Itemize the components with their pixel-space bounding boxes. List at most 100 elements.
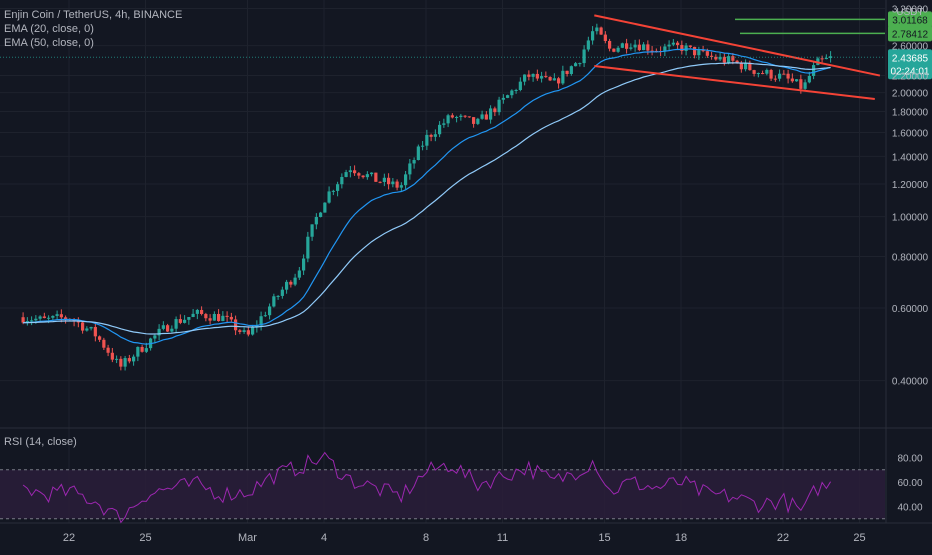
last-price-badge: [888, 49, 932, 80]
candle-body: [106, 347, 110, 353]
candle-body: [344, 172, 348, 177]
price-tick-label: 1.60000: [892, 129, 929, 140]
candle-body: [786, 73, 790, 79]
candle-body: [408, 163, 412, 175]
candle-body: [667, 44, 671, 47]
target-level-badge: [888, 11, 932, 28]
candle-body: [81, 322, 85, 331]
candle-body: [676, 42, 680, 46]
candle-body: [361, 175, 365, 178]
candle-body: [799, 79, 803, 89]
candle-body: [748, 62, 752, 71]
candle-body: [438, 124, 442, 135]
chart-title: Enjin Coin / TetherUS, 4h, BINANCE: [4, 9, 183, 21]
candle-body: [476, 118, 480, 124]
candle-body: [412, 160, 416, 164]
candle-body: [450, 115, 454, 118]
candle-body: [612, 48, 616, 52]
candle-body: [93, 327, 97, 337]
candle-body: [467, 116, 471, 118]
candle-body: [183, 319, 187, 323]
countdown-label: 02:24:01: [891, 66, 930, 77]
rsi-tick-label: 80.00: [897, 454, 922, 465]
candle-body: [616, 47, 620, 52]
candle-body: [64, 317, 68, 320]
candle-body: [633, 44, 637, 48]
candle-body: [336, 184, 340, 191]
time-tick-label: 4: [321, 532, 327, 544]
candle-body: [544, 76, 548, 78]
candle-body: [680, 45, 684, 51]
price-tick-label: 0.80000: [892, 253, 929, 264]
candle-body: [714, 56, 718, 60]
candle-body: [297, 270, 301, 278]
candle-body: [744, 62, 748, 70]
candle-body: [578, 63, 582, 65]
falling-wedge-bottom: [594, 65, 875, 100]
candle-body: [170, 328, 174, 332]
candle-body: [289, 281, 293, 285]
candle-body: [705, 51, 709, 56]
candle-body: [561, 70, 565, 84]
candle-body: [671, 42, 675, 45]
candle-body: [42, 316, 46, 319]
ema20-line: [23, 48, 831, 345]
candle-body: [174, 319, 178, 329]
candle-body: [599, 27, 603, 35]
candle-body: [807, 75, 811, 83]
candle-body: [153, 335, 157, 339]
rsi-tick-label: 60.00: [897, 478, 922, 489]
candle-body: [144, 348, 148, 352]
candle-body: [463, 115, 467, 117]
candle-body: [140, 346, 144, 352]
currency-label: USDT: [896, 7, 923, 18]
candle-body: [484, 114, 488, 120]
candle-body: [595, 27, 599, 32]
candle-body: [727, 56, 731, 63]
candle-body: [782, 73, 786, 75]
candle-body: [663, 46, 667, 52]
candle-body: [119, 358, 123, 367]
candle-body: [735, 60, 739, 63]
candle-body: [523, 74, 527, 82]
candle-body: [429, 134, 433, 137]
chart-legend: Enjin Coin / TetherUS, 4h, BINANCE EMA (…: [4, 8, 182, 50]
candle-body: [829, 56, 833, 58]
candle-body: [255, 325, 259, 328]
candle-body: [497, 99, 501, 113]
candle-body: [688, 45, 692, 47]
candle-body: [501, 97, 505, 100]
time-tick-label: 22: [63, 532, 75, 544]
candle-body: [259, 316, 263, 326]
candle-body: [756, 73, 760, 75]
candle-body: [293, 277, 297, 285]
price-tick-label: 0.40000: [892, 377, 929, 388]
candle-body: [752, 70, 756, 74]
candle-body: [157, 328, 161, 336]
price-tick-label: 2.60000: [892, 42, 929, 53]
price-tick-label: 1.40000: [892, 152, 929, 163]
candles: [21, 23, 833, 371]
time-tick-label: 22: [777, 532, 789, 544]
price-tick-label: 1.20000: [892, 180, 929, 191]
candle-body: [98, 336, 102, 340]
price-tick-label: 2.20000: [892, 72, 929, 83]
candle-body: [110, 352, 114, 360]
candle-body: [340, 176, 344, 185]
candle-body: [302, 258, 306, 271]
last-price-label: 2.43685: [892, 53, 929, 64]
candle-body: [251, 327, 255, 335]
candle-body: [221, 315, 225, 322]
price-tick-label: 1.00000: [892, 213, 929, 224]
candle-body: [684, 45, 688, 51]
candle-body: [608, 40, 612, 49]
candle-body: [518, 81, 522, 91]
candle-body: [569, 66, 573, 75]
candle-body: [195, 309, 199, 314]
candle-body: [178, 319, 182, 323]
candle-body: [620, 43, 624, 48]
price-tick-label: 1.80000: [892, 107, 929, 118]
candle-body: [773, 78, 777, 80]
